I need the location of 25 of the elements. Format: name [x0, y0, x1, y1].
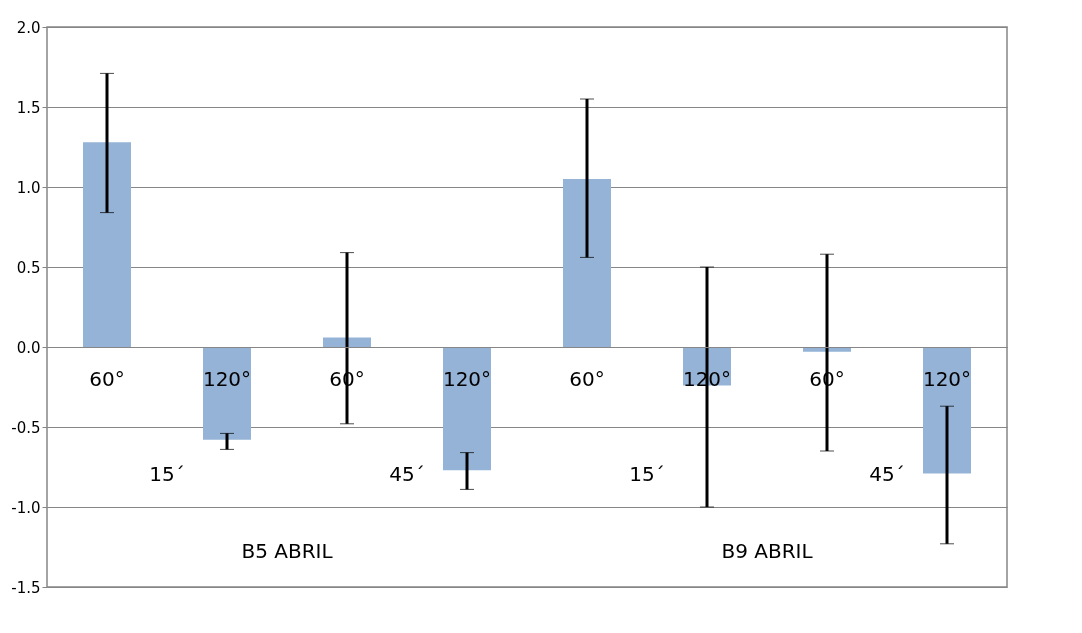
- y-tick-label: -1.5: [11, 578, 41, 597]
- bar: [563, 179, 611, 347]
- y-tick-label: 1.5: [16, 98, 41, 117]
- y-tick-label: 1.0: [16, 178, 41, 197]
- annotation: 45´: [869, 462, 905, 486]
- bar: [203, 347, 251, 440]
- y-tick-label: 0.0: [16, 338, 41, 357]
- bar: [443, 347, 491, 471]
- x-tick-label: 120°: [442, 366, 492, 391]
- annotation: 45´: [389, 462, 425, 486]
- y-tick-label: 0.5: [16, 258, 41, 277]
- y-tick-label: -0.5: [11, 418, 41, 437]
- y-tick-label: 2.0: [16, 18, 41, 37]
- bar: [923, 347, 971, 474]
- bar: [83, 142, 131, 347]
- x-tick-label: 60°: [569, 366, 605, 391]
- bar: [323, 337, 371, 347]
- x-tick-label: 120°: [922, 366, 972, 391]
- y-tick-label: -1.0: [11, 498, 41, 517]
- x-tick-label: 120°: [202, 366, 252, 391]
- annotation: 15´: [629, 462, 665, 486]
- annotation: B5 ABRIL: [241, 539, 334, 563]
- x-tick-label: 60°: [89, 366, 125, 391]
- annotation: 15´: [149, 462, 185, 486]
- annotation: B9 ABRIL: [721, 539, 814, 563]
